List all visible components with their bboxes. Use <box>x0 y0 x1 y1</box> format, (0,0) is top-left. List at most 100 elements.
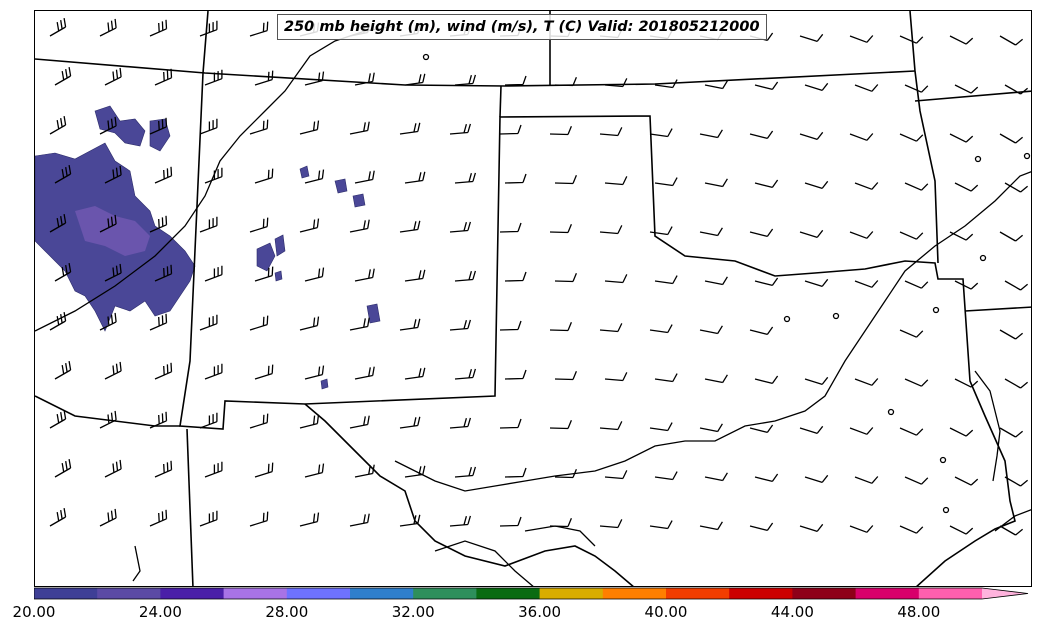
wind-barb <box>154 460 173 478</box>
wind-barb <box>949 35 974 45</box>
wind-barbs <box>49 17 1029 536</box>
wind-barb <box>804 82 829 92</box>
colorbar-tick-label: 28.00 <box>265 603 309 621</box>
wind-barb <box>704 472 728 482</box>
wind-barb <box>399 122 421 135</box>
wind-barb <box>99 508 117 527</box>
wind-barb <box>49 115 67 135</box>
wind-barb <box>999 231 1024 242</box>
wind-barb <box>199 314 218 331</box>
wind-barb <box>99 312 117 331</box>
colorbar-swatch <box>792 588 857 599</box>
wind-barb <box>399 416 421 429</box>
wind-barb <box>454 74 477 86</box>
wind-barb <box>449 417 472 429</box>
wind-barb <box>354 72 375 86</box>
wind-barb <box>99 410 117 429</box>
colorbar-swatch <box>34 588 98 599</box>
wind-barb <box>149 411 168 429</box>
wind-barb <box>554 272 578 283</box>
wind-barb <box>49 507 67 527</box>
wind-barb <box>854 476 879 484</box>
wind-barb <box>549 419 573 430</box>
wind-barb <box>504 173 527 184</box>
temperature-shading-light <box>75 206 150 256</box>
wind-barb <box>749 522 774 532</box>
wind-barb <box>399 514 421 527</box>
wind-barb <box>149 215 168 233</box>
wind-barb <box>249 119 269 135</box>
wind-barb <box>899 133 924 142</box>
wind-barb <box>604 176 628 186</box>
wind-barb <box>999 133 1024 144</box>
wind-barb <box>699 227 723 237</box>
wind-barb <box>349 219 370 233</box>
wind-barb <box>404 367 426 380</box>
wind-barb <box>949 427 974 437</box>
wind-barb <box>554 174 578 185</box>
wind-barb <box>854 84 879 92</box>
wind-barb <box>754 375 779 385</box>
wind-barb <box>299 316 320 331</box>
wind-barb <box>554 468 578 479</box>
wind-barb <box>149 509 168 527</box>
wind-barb <box>404 171 426 184</box>
colorbar-swatch <box>223 588 288 599</box>
wind-barb <box>54 458 72 478</box>
wind-barb <box>399 220 421 233</box>
wind-barb <box>899 35 924 44</box>
wind-barb <box>849 133 874 141</box>
wind-barb <box>1004 182 1029 193</box>
wind-barb <box>654 373 678 383</box>
wind-barb <box>404 73 426 86</box>
wind-barb <box>249 315 269 331</box>
wind-barb <box>1004 476 1029 487</box>
colorbar-tick-label: 24.00 <box>138 603 182 621</box>
wind-barb <box>604 372 628 382</box>
wind-barb <box>754 473 779 483</box>
wind-barb <box>699 521 723 531</box>
wind-barb <box>699 423 723 433</box>
wind-barb <box>199 412 218 429</box>
wind-barb <box>49 409 67 429</box>
colorbar-swatch <box>413 588 477 599</box>
wind-barb <box>704 178 728 188</box>
wind-barb <box>49 311 67 331</box>
wind-barb <box>749 326 774 336</box>
wind-barb <box>349 415 370 429</box>
wind-barb <box>299 414 320 429</box>
wind-barb <box>154 264 173 282</box>
wind-barb <box>849 525 874 533</box>
wind-barb <box>504 271 527 282</box>
colorbar-tick-label: 48.00 <box>897 603 941 621</box>
wind-barb <box>954 378 979 388</box>
wind-barb <box>1004 378 1029 389</box>
wind-barb <box>154 68 173 86</box>
wind-barb <box>899 231 924 240</box>
wind-barb <box>949 133 974 143</box>
wind-barb <box>49 17 67 37</box>
wind-barb <box>549 321 573 332</box>
wind-barb <box>849 427 874 435</box>
wind-barb <box>454 368 477 380</box>
wind-barb <box>999 427 1024 438</box>
wind-barb <box>799 33 824 43</box>
wind-barb <box>304 365 325 380</box>
wind-barb <box>104 361 122 380</box>
wind-barb <box>354 366 375 380</box>
wind-barb <box>599 421 623 431</box>
wind-barb <box>854 280 879 288</box>
wind-barb <box>804 376 829 386</box>
map-panel <box>34 10 1032 587</box>
wind-barb <box>149 313 168 331</box>
wind-barb <box>754 277 779 287</box>
colorbar-swatch <box>476 588 541 599</box>
wind-barb <box>704 80 728 90</box>
wind-barb <box>99 214 117 233</box>
wind-barb <box>904 84 929 93</box>
wind-barb <box>499 418 522 429</box>
wind-barb <box>799 229 824 239</box>
wind-barb <box>1004 84 1029 95</box>
colorbar-swatch <box>160 588 225 599</box>
wind-barb <box>654 275 678 285</box>
